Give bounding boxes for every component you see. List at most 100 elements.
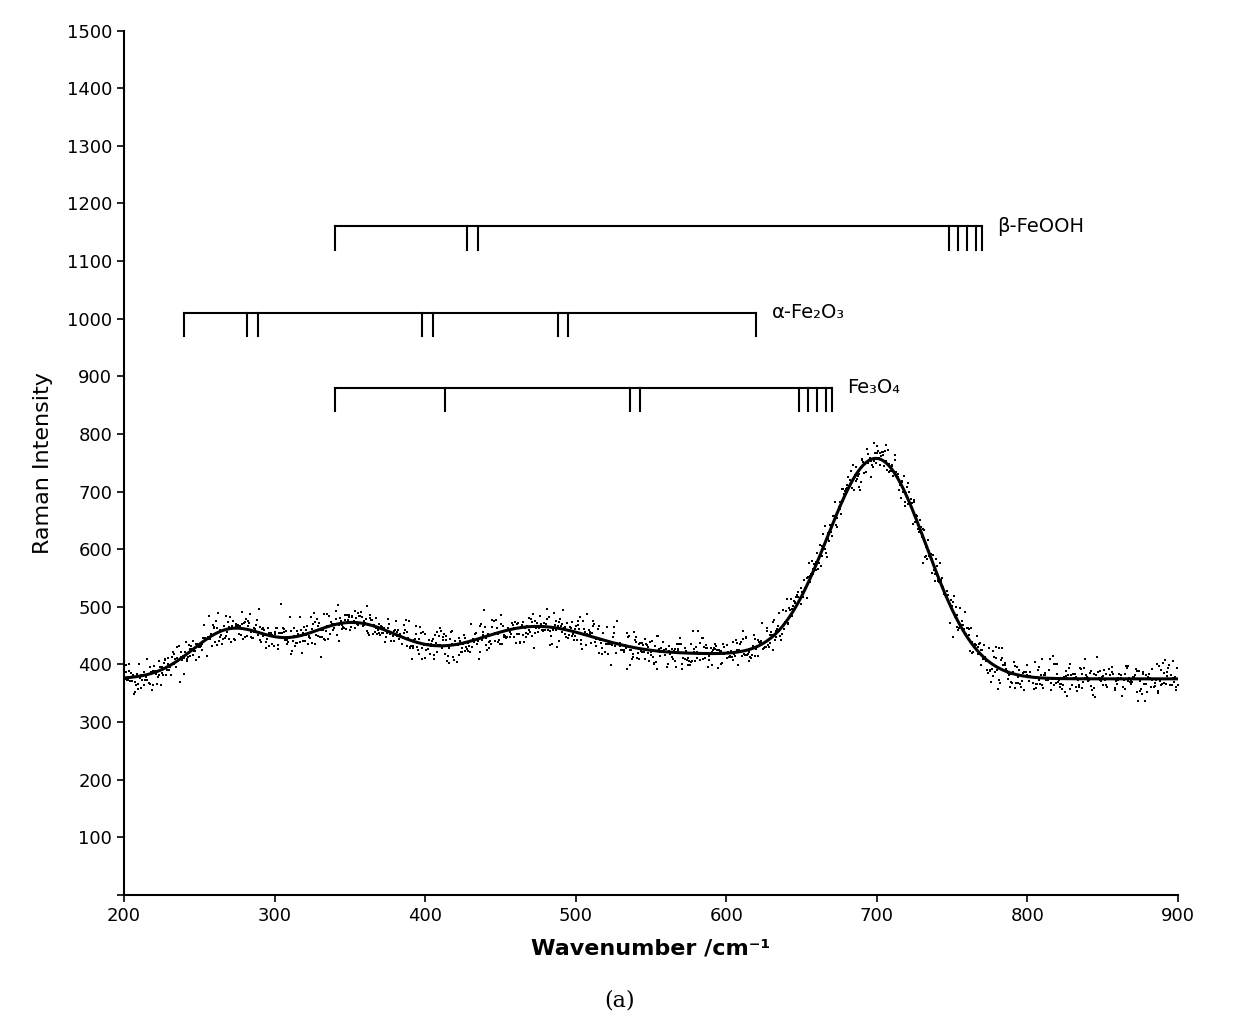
Point (807, 545, 827, 561)
Point (311, 649, 331, 665)
Point (1154, 675, 1174, 692)
Point (1019, 668, 1039, 684)
Point (288, 635, 308, 651)
Point (802, 553, 822, 570)
Point (244, 620, 264, 637)
Point (490, 636, 510, 652)
Point (651, 648, 671, 664)
Point (350, 608, 370, 624)
Point (296, 621, 316, 638)
Point (316, 617, 336, 634)
Point (713, 636, 733, 652)
Point (1148, 682, 1168, 699)
Point (582, 624, 601, 641)
Point (460, 644, 480, 660)
Point (644, 655, 663, 671)
Point (655, 647, 675, 663)
Point (293, 625, 312, 642)
Point (281, 623, 301, 640)
Point (428, 637, 448, 653)
Point (320, 617, 340, 634)
Point (188, 638, 208, 654)
Point (392, 636, 412, 652)
Point (131, 680, 151, 697)
Point (930, 555, 950, 572)
Point (644, 649, 663, 665)
Point (670, 631, 689, 647)
Point (1001, 679, 1021, 696)
Point (749, 635, 769, 651)
Point (386, 613, 405, 630)
Point (218, 614, 238, 631)
Point (719, 649, 739, 665)
Point (151, 659, 171, 675)
Point (870, 445, 890, 462)
Point (750, 636, 770, 652)
Point (835, 483, 854, 499)
Point (487, 634, 507, 650)
Point (469, 651, 489, 667)
Point (401, 638, 420, 654)
Point (833, 481, 853, 497)
Point (625, 632, 645, 648)
Point (1079, 669, 1099, 685)
Point (692, 631, 712, 647)
Point (115, 664, 135, 680)
Point (742, 650, 761, 666)
Point (553, 615, 573, 632)
Point (1001, 666, 1021, 682)
Point (702, 644, 722, 660)
Point (404, 632, 424, 648)
Point (956, 625, 976, 642)
Point (277, 623, 296, 640)
Point (722, 643, 742, 659)
Point (250, 633, 270, 649)
Point (246, 621, 265, 638)
Point (707, 642, 727, 658)
Point (946, 599, 966, 615)
Point (201, 625, 221, 642)
Point (836, 480, 856, 496)
Point (941, 615, 961, 632)
Point (593, 646, 613, 662)
Point (668, 641, 688, 657)
Point (188, 639, 208, 655)
Point (991, 652, 1011, 668)
Point (274, 621, 294, 638)
Point (858, 455, 878, 471)
Point (618, 661, 637, 677)
Point (141, 663, 161, 679)
Point (175, 650, 195, 666)
Point (925, 574, 945, 590)
Point (706, 636, 725, 652)
Point (796, 580, 816, 596)
Point (322, 622, 342, 639)
Point (129, 655, 149, 671)
Point (987, 650, 1007, 666)
Point (591, 640, 611, 656)
Point (847, 459, 867, 475)
Point (339, 607, 358, 623)
Point (370, 624, 389, 641)
Point (1043, 671, 1063, 687)
Point (1163, 653, 1183, 669)
Point (399, 612, 419, 629)
Point (972, 642, 992, 658)
Point (533, 622, 553, 639)
Point (921, 551, 941, 567)
Point (432, 622, 451, 639)
Point (263, 627, 283, 644)
Point (413, 651, 433, 667)
Point (941, 592, 961, 608)
Point (1030, 667, 1050, 683)
Point (954, 620, 973, 637)
Point (939, 587, 959, 603)
Point (998, 664, 1018, 680)
Point (678, 657, 698, 673)
Point (444, 649, 464, 665)
Point (672, 656, 692, 672)
Point (501, 630, 521, 646)
Point (213, 632, 233, 648)
Point (626, 634, 646, 650)
Point (616, 640, 636, 656)
